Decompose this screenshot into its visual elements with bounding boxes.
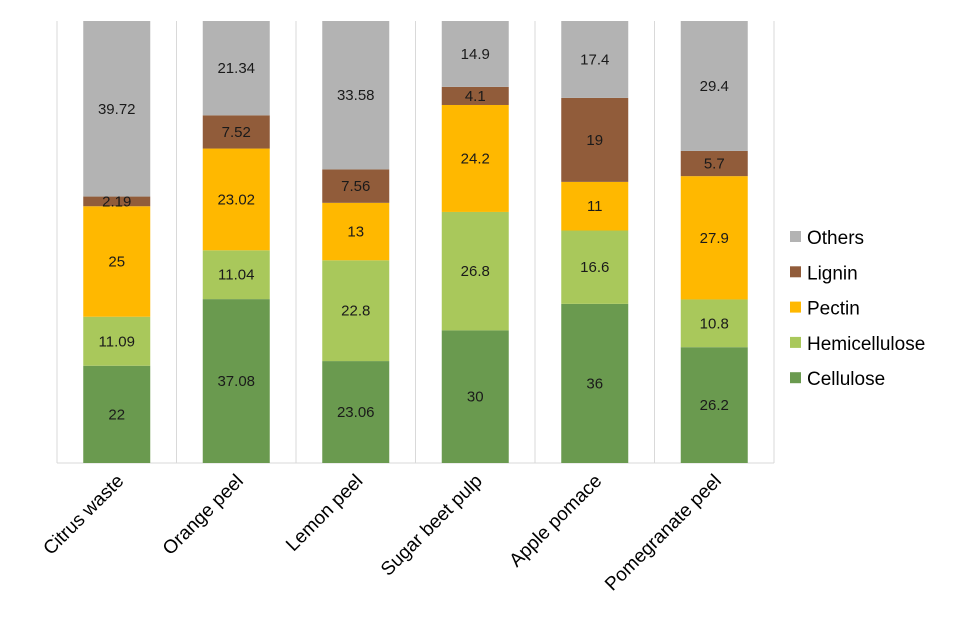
data-label: 26.8 bbox=[461, 263, 490, 280]
data-label: 16.6 bbox=[580, 259, 609, 276]
data-label: 4.1 bbox=[465, 88, 486, 105]
category-label-apple-pomace: Apple pomace bbox=[506, 471, 607, 572]
category-axis-labels: Citrus waste Orange peel Lemon peel Sugar b… bbox=[40, 471, 726, 596]
data-label: 30 bbox=[467, 389, 484, 406]
data-label: 33.58 bbox=[337, 87, 375, 104]
bar-apple-pomace-hemicellulose bbox=[561, 230, 629, 304]
bar-citrus-waste-hemicellulose bbox=[83, 316, 151, 366]
data-label: 7.56 bbox=[341, 178, 370, 195]
bars bbox=[83, 21, 748, 463]
category-label-citrus-waste: Citrus waste bbox=[40, 471, 129, 560]
legend-label-cellulose: Cellulose bbox=[807, 369, 885, 390]
bar-pomegranate-peel-cellulose bbox=[680, 347, 748, 463]
legend-swatch-cellulose bbox=[790, 372, 801, 384]
bar-sugar-beet-pulp-cellulose bbox=[441, 330, 509, 463]
data-label: 37.08 bbox=[217, 373, 255, 390]
data-label: 21.34 bbox=[217, 60, 255, 77]
data-label: 22 bbox=[108, 406, 125, 423]
data-label: 7.52 bbox=[222, 124, 251, 141]
bar-orange-peel-pectin bbox=[202, 148, 270, 251]
legend-label-pectin: Pectin bbox=[807, 299, 860, 320]
data-label: 19 bbox=[586, 132, 603, 149]
legend-label-lignin: Lignin bbox=[807, 263, 858, 284]
bar-apple-pomace-others bbox=[561, 21, 629, 98]
grid-lines bbox=[56, 21, 775, 464]
data-label: 13 bbox=[347, 224, 364, 241]
bar-lemon-peel-pectin bbox=[322, 202, 390, 261]
bar-citrus-waste-pectin bbox=[83, 206, 151, 317]
data-labels: 22 11.09 25 2.19 39.72 37.08 11.04 23.02 7.52 21.… bbox=[98, 46, 729, 423]
bar-orange-peel-hemicellulose bbox=[202, 250, 270, 300]
category-label-orange-peel: Orange peel bbox=[159, 471, 248, 560]
bar-apple-pomace-lignin bbox=[561, 97, 629, 182]
data-label: 11.09 bbox=[99, 333, 135, 350]
legend-swatch-pectin bbox=[790, 301, 801, 313]
bar-orange-peel-lignin bbox=[202, 115, 270, 149]
bar-pomegranate-peel-hemicellulose bbox=[680, 299, 748, 348]
data-label: 23.06 bbox=[337, 404, 375, 421]
bar-lemon-peel-cellulose bbox=[322, 361, 390, 463]
bar-lemon-peel-others bbox=[322, 21, 390, 170]
bar-sugar-beet-pulp-others bbox=[441, 21, 509, 87]
bar-apple-pomace-pectin bbox=[561, 181, 629, 231]
data-label: 29.4 bbox=[700, 78, 729, 95]
bar-pomegranate-peel-others bbox=[680, 21, 748, 151]
bar-sugar-beet-pulp-lignin bbox=[441, 86, 509, 105]
legend-swatch-others bbox=[790, 231, 801, 242]
legend-label-hemicellulose: Hemicellulose bbox=[807, 334, 925, 355]
legend-swatch-lignin bbox=[790, 266, 801, 278]
data-label: 5.7 bbox=[704, 156, 725, 173]
data-label: 24.2 bbox=[461, 150, 490, 167]
data-label: 22.8 bbox=[341, 303, 370, 320]
data-label: 11 bbox=[587, 198, 603, 215]
category-label-lemon-peel: Lemon peel bbox=[282, 471, 367, 556]
bar-citrus-waste-lignin bbox=[83, 196, 151, 207]
bar-orange-peel-others bbox=[202, 21, 270, 116]
category-label-pomegranate-peel: Pomegranate peel bbox=[601, 471, 726, 596]
data-label: 10.8 bbox=[700, 315, 729, 332]
data-label: 11.04 bbox=[218, 267, 254, 284]
data-label: 2.19 bbox=[102, 193, 131, 210]
legend-swatch-hemicellulose bbox=[790, 336, 801, 348]
bar-citrus-waste-cellulose bbox=[83, 365, 151, 463]
bar-lemon-peel-lignin bbox=[322, 169, 390, 203]
data-label: 39.72 bbox=[98, 101, 136, 118]
bar-sugar-beet-pulp-pectin bbox=[441, 104, 509, 212]
bar-citrus-waste-others bbox=[83, 21, 151, 197]
category-label-sugar-beet-pulp: Sugar beet pulp bbox=[377, 471, 487, 581]
bar-orange-peel-cellulose bbox=[202, 299, 270, 463]
legend-label-others: Others bbox=[807, 228, 864, 249]
bar-lemon-peel-hemicellulose bbox=[322, 260, 390, 362]
data-label: 26.2 bbox=[700, 397, 729, 414]
data-label: 23.02 bbox=[217, 191, 255, 208]
data-label: 25 bbox=[108, 253, 125, 270]
bar-apple-pomace-cellulose bbox=[561, 303, 629, 463]
bar-pomegranate-peel-pectin bbox=[680, 176, 748, 300]
data-label: 36 bbox=[586, 375, 603, 392]
data-label: 17.4 bbox=[580, 51, 609, 68]
bar-pomegranate-peel-lignin bbox=[680, 150, 748, 177]
data-label: 14.9 bbox=[461, 46, 490, 63]
legend: Others Lignin Pectin Hemicellulose Cellulose bbox=[790, 228, 925, 390]
data-label: 27.9 bbox=[700, 230, 729, 247]
bar-sugar-beet-pulp-hemicellulose bbox=[441, 211, 509, 331]
